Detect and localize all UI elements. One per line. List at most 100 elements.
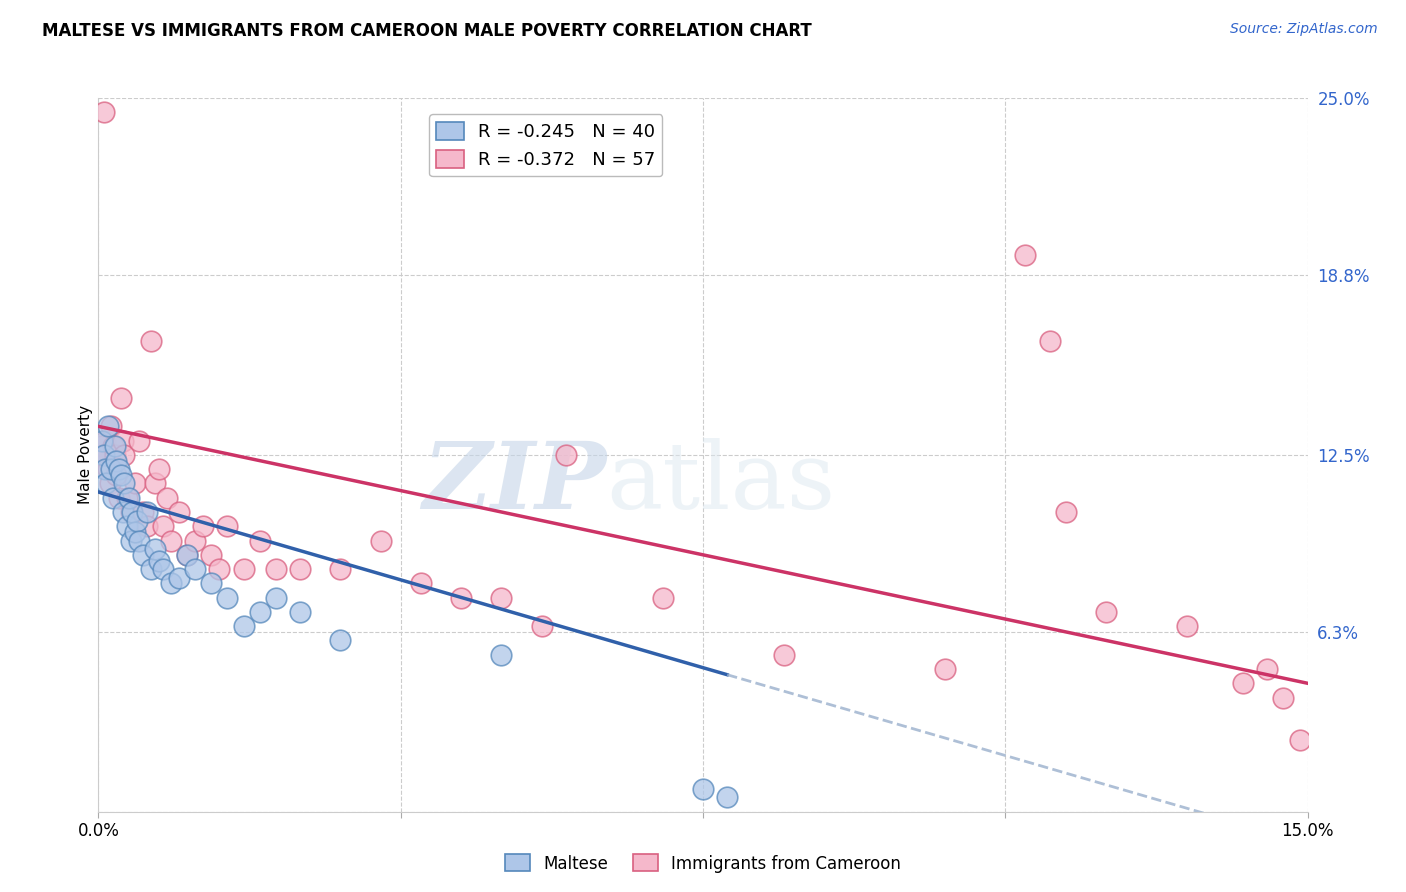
Point bbox=[555, 448, 578, 462]
Point bbox=[1054, 505, 1077, 519]
Point bbox=[120, 533, 142, 548]
Point bbox=[148, 462, 170, 476]
Point bbox=[139, 334, 162, 348]
Point bbox=[1175, 619, 1198, 633]
Point bbox=[329, 562, 352, 576]
Point bbox=[167, 505, 190, 519]
Point bbox=[90, 439, 112, 453]
Point bbox=[491, 591, 513, 605]
Point bbox=[217, 519, 239, 533]
Point bbox=[370, 533, 392, 548]
Point bbox=[105, 453, 128, 467]
Point bbox=[1272, 690, 1295, 705]
Point bbox=[115, 519, 138, 533]
Point bbox=[115, 491, 138, 505]
Point bbox=[200, 576, 222, 591]
Point bbox=[1014, 248, 1036, 262]
Point bbox=[143, 476, 166, 491]
Point bbox=[97, 419, 120, 434]
Point bbox=[232, 562, 254, 576]
Point bbox=[772, 648, 794, 662]
Point bbox=[184, 533, 207, 548]
Point bbox=[111, 434, 134, 448]
Point bbox=[118, 491, 141, 505]
Point bbox=[176, 548, 198, 562]
Point bbox=[156, 491, 179, 505]
Point bbox=[329, 633, 352, 648]
Point bbox=[167, 571, 190, 585]
Point bbox=[148, 553, 170, 567]
Point bbox=[1039, 334, 1062, 348]
Point bbox=[139, 562, 162, 576]
Point bbox=[249, 605, 271, 619]
Text: Source: ZipAtlas.com: Source: ZipAtlas.com bbox=[1230, 22, 1378, 37]
Point bbox=[124, 524, 146, 539]
Point bbox=[94, 462, 117, 476]
Point bbox=[1288, 733, 1310, 747]
Point bbox=[93, 105, 115, 120]
Point bbox=[120, 505, 142, 519]
Point bbox=[91, 448, 114, 462]
Point bbox=[530, 619, 553, 633]
Point bbox=[651, 591, 673, 605]
Point bbox=[101, 491, 124, 505]
Point bbox=[96, 448, 118, 462]
Point bbox=[96, 476, 118, 491]
Point bbox=[112, 476, 135, 491]
Point bbox=[97, 462, 120, 476]
Point bbox=[128, 533, 150, 548]
Point bbox=[111, 505, 134, 519]
Text: MALTESE VS IMMIGRANTS FROM CAMEROON MALE POVERTY CORRELATION CHART: MALTESE VS IMMIGRANTS FROM CAMEROON MALE… bbox=[42, 22, 811, 40]
Point bbox=[100, 419, 122, 434]
Point bbox=[160, 576, 183, 591]
Point bbox=[450, 591, 472, 605]
Point bbox=[107, 491, 129, 505]
Point bbox=[94, 434, 117, 448]
Point bbox=[132, 505, 155, 519]
Point bbox=[288, 562, 311, 576]
Point bbox=[491, 648, 513, 662]
Point bbox=[127, 514, 149, 528]
Point bbox=[105, 467, 128, 482]
Point bbox=[124, 476, 146, 491]
Point bbox=[249, 533, 271, 548]
Point bbox=[110, 391, 132, 405]
Point bbox=[121, 505, 143, 519]
Legend: Maltese, Immigrants from Cameroon: Maltese, Immigrants from Cameroon bbox=[498, 847, 908, 880]
Point bbox=[103, 439, 125, 453]
Point bbox=[409, 576, 432, 591]
Point bbox=[103, 448, 125, 462]
Point bbox=[98, 476, 121, 491]
Point bbox=[1095, 605, 1118, 619]
Point bbox=[692, 781, 714, 796]
Point bbox=[160, 533, 183, 548]
Point bbox=[264, 591, 287, 605]
Point bbox=[110, 467, 132, 482]
Text: ZIP: ZIP bbox=[422, 439, 606, 528]
Point bbox=[716, 790, 738, 805]
Point bbox=[200, 548, 222, 562]
Point bbox=[101, 439, 124, 453]
Point bbox=[176, 548, 198, 562]
Y-axis label: Male Poverty: Male Poverty bbox=[77, 405, 93, 505]
Point bbox=[143, 542, 166, 557]
Point bbox=[107, 462, 129, 476]
Point bbox=[93, 448, 115, 462]
Point bbox=[152, 562, 174, 576]
Point bbox=[1232, 676, 1254, 690]
Point bbox=[184, 562, 207, 576]
Point bbox=[1256, 662, 1278, 676]
Point bbox=[288, 605, 311, 619]
Point bbox=[132, 548, 155, 562]
Point bbox=[100, 462, 122, 476]
Point bbox=[112, 448, 135, 462]
Point bbox=[193, 519, 215, 533]
Point bbox=[152, 519, 174, 533]
Point bbox=[128, 434, 150, 448]
Point bbox=[135, 505, 157, 519]
Point bbox=[208, 562, 231, 576]
Text: atlas: atlas bbox=[606, 439, 835, 528]
Point bbox=[135, 519, 157, 533]
Point bbox=[934, 662, 956, 676]
Point bbox=[264, 562, 287, 576]
